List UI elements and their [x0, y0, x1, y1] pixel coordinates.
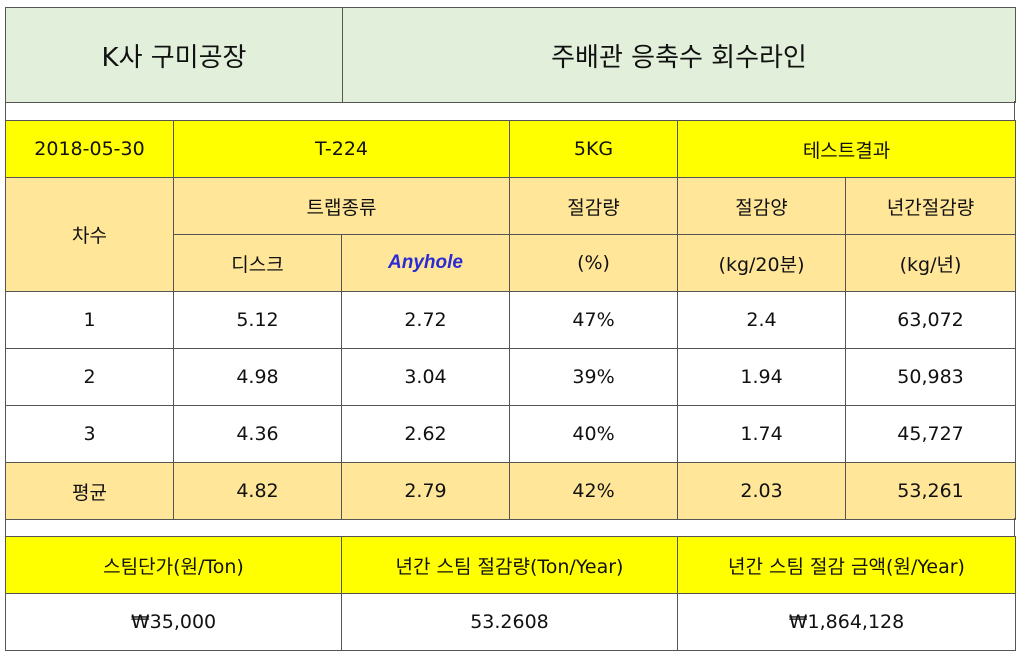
line-name-cell: 주배관 응축수 회수라인 — [342, 7, 1016, 103]
anyhole-header-text: Anyhole — [388, 252, 463, 273]
reduction-amount-unit: (kg/20분) — [677, 234, 847, 292]
reduction-rate-header: 절감량 — [509, 177, 679, 235]
round-cell: 1 — [5, 291, 174, 349]
round-cell: 3 — [5, 405, 174, 463]
annual-steam-value: 53.2608 — [341, 593, 678, 651]
average-disc: 4.82 — [173, 462, 342, 520]
round-header: 차수 — [5, 177, 174, 292]
annual-reduction-header: 년간절감량 — [845, 177, 1017, 235]
annual-amount-label: 년간 스팀 절감 금액(원/Year) — [677, 536, 1016, 594]
disc-cell: 4.98 — [173, 348, 342, 406]
average-row: 평균 4.82 2.79 42% 2.03 53,261 — [5, 462, 1017, 520]
round-cell: 2 — [5, 348, 174, 406]
anyhole-cell: 3.04 — [340, 348, 511, 406]
average-amount: 2.03 — [677, 462, 847, 520]
annual-cell: 63,072 — [845, 291, 1017, 349]
test-result-table: 2018-05-30 T-224 5KG 테스트결과 차수 트랩종류 절감량 절… — [5, 120, 1017, 520]
test-result-label: 테스트결과 — [677, 120, 1017, 178]
unit-price-label: 스팀단가(원/Ton) — [5, 536, 342, 594]
table-row: 2 4.98 3.04 39% 1.94 50,983 — [5, 348, 1017, 406]
annual-amount-value: ₩1,864,128 — [677, 593, 1016, 651]
average-rate: 42% — [509, 462, 679, 520]
test-date-cell: 2018-05-30 — [5, 120, 174, 178]
average-anyhole: 2.79 — [340, 462, 511, 520]
title-table: K사 구미공장 주배관 응축수 회수라인 — [5, 7, 1016, 103]
disc-cell: 5.12 — [173, 291, 342, 349]
disc-header: 디스크 — [173, 234, 342, 292]
trap-type-header: 트랩종류 — [172, 177, 511, 235]
amount-cell: 2.4 — [677, 291, 847, 349]
average-label: 평균 — [5, 462, 174, 520]
annual-steam-label: 년간 스팀 절감량(Ton/Year) — [341, 536, 678, 594]
annual-reduction-unit: (kg/년) — [845, 234, 1017, 292]
average-annual: 53,261 — [845, 462, 1017, 520]
spec-cell: 5KG — [509, 120, 679, 178]
amount-cell: 1.74 — [677, 405, 847, 463]
rate-cell: 39% — [509, 348, 679, 406]
reduction-amount-header: 절감양 — [677, 177, 847, 235]
table-row: 1 5.12 2.72 47% 2.4 63,072 — [5, 291, 1017, 349]
model-cell: T-224 — [172, 120, 511, 178]
spacer-row — [5, 518, 1015, 536]
anyhole-cell: 2.72 — [340, 291, 511, 349]
table-row: 3 4.36 2.62 40% 1.74 45,727 — [5, 405, 1017, 463]
spacer-row — [5, 101, 1015, 120]
reduction-rate-unit: (%) — [509, 234, 679, 292]
annual-cell: 50,983 — [845, 348, 1017, 406]
amount-cell: 1.94 — [677, 348, 847, 406]
rate-cell: 47% — [509, 291, 679, 349]
anyhole-header: Anyhole — [340, 234, 511, 292]
disc-cell: 4.36 — [173, 405, 342, 463]
annual-cell: 45,727 — [845, 405, 1017, 463]
rate-cell: 40% — [509, 405, 679, 463]
unit-price-value: ₩35,000 — [5, 593, 342, 651]
anyhole-cell: 2.62 — [340, 405, 511, 463]
cost-table: 스팀단가(원/Ton) 년간 스팀 절감량(Ton/Year) 년간 스팀 절감… — [5, 536, 1016, 651]
company-cell: K사 구미공장 — [5, 7, 343, 103]
